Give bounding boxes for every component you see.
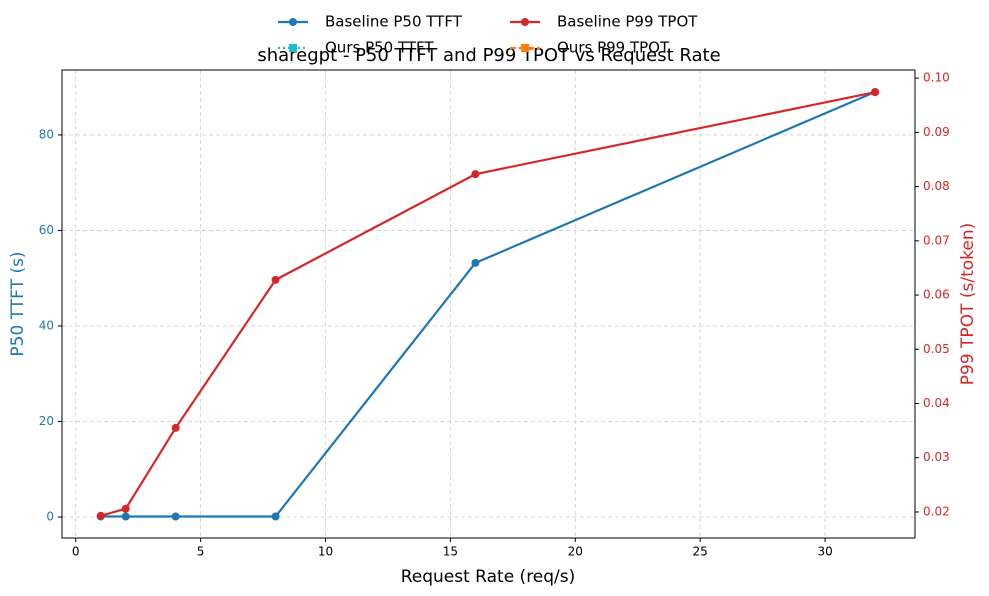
x-axis-label: Request Rate (req/s) xyxy=(401,567,576,587)
plot-frame xyxy=(61,69,916,539)
y2-tick-label: 0.07 xyxy=(923,233,950,247)
y2-tick-label: 0.08 xyxy=(923,179,950,193)
marker xyxy=(471,170,480,179)
marker xyxy=(871,88,880,97)
series-line xyxy=(100,91,876,517)
marker xyxy=(121,512,130,521)
x-tick-label: 30 xyxy=(817,545,832,559)
series-line xyxy=(100,90,876,518)
marker xyxy=(471,258,480,267)
y2-tick-label: 0.04 xyxy=(923,396,950,410)
y2-tick-label: 0.05 xyxy=(923,342,950,356)
x-tick-label: 20 xyxy=(568,545,583,559)
y-tick-label: 40 xyxy=(39,318,54,332)
y2-tick-label: 0.10 xyxy=(923,71,950,85)
y-tick-label: 0 xyxy=(46,509,54,523)
marker xyxy=(289,44,297,52)
x-tick-label: 25 xyxy=(693,545,708,559)
legend-label: Ours P99 TPOT xyxy=(557,39,670,57)
marker xyxy=(271,512,280,521)
marker xyxy=(521,44,529,52)
y2-tick-label: 0.09 xyxy=(923,125,950,139)
legend-label: Ours P50 TTFT xyxy=(325,39,434,57)
x-tick-label: 10 xyxy=(318,545,333,559)
x-tick-label: 15 xyxy=(443,545,458,559)
y-tick-label: 20 xyxy=(39,414,54,428)
y-tick-label: 60 xyxy=(39,223,54,237)
marker xyxy=(271,275,280,284)
marker xyxy=(289,18,297,26)
y-tick-label: 80 xyxy=(39,127,54,141)
y2-axis-label: P99 TPOT (s/token) xyxy=(958,223,978,385)
y2-tick-label: 0.03 xyxy=(923,450,950,464)
y2-tick-label: 0.02 xyxy=(923,504,950,518)
y2-tick-label: 0.06 xyxy=(923,288,950,302)
x-tick-label: 5 xyxy=(197,545,205,559)
legend-label: Baseline P50 TTFT xyxy=(325,13,463,31)
marker xyxy=(171,423,180,432)
marker xyxy=(96,511,105,520)
x-tick-label: 0 xyxy=(72,545,80,559)
marker xyxy=(171,512,180,521)
legend-label: Baseline P99 TPOT xyxy=(557,13,698,31)
chart-title: sharegpt - P50 TTFT and P99 TPOT vs Requ… xyxy=(257,45,720,66)
y-axis-label: P50 TTFT (s) xyxy=(8,251,28,356)
marker xyxy=(521,18,529,26)
marker xyxy=(121,504,130,513)
